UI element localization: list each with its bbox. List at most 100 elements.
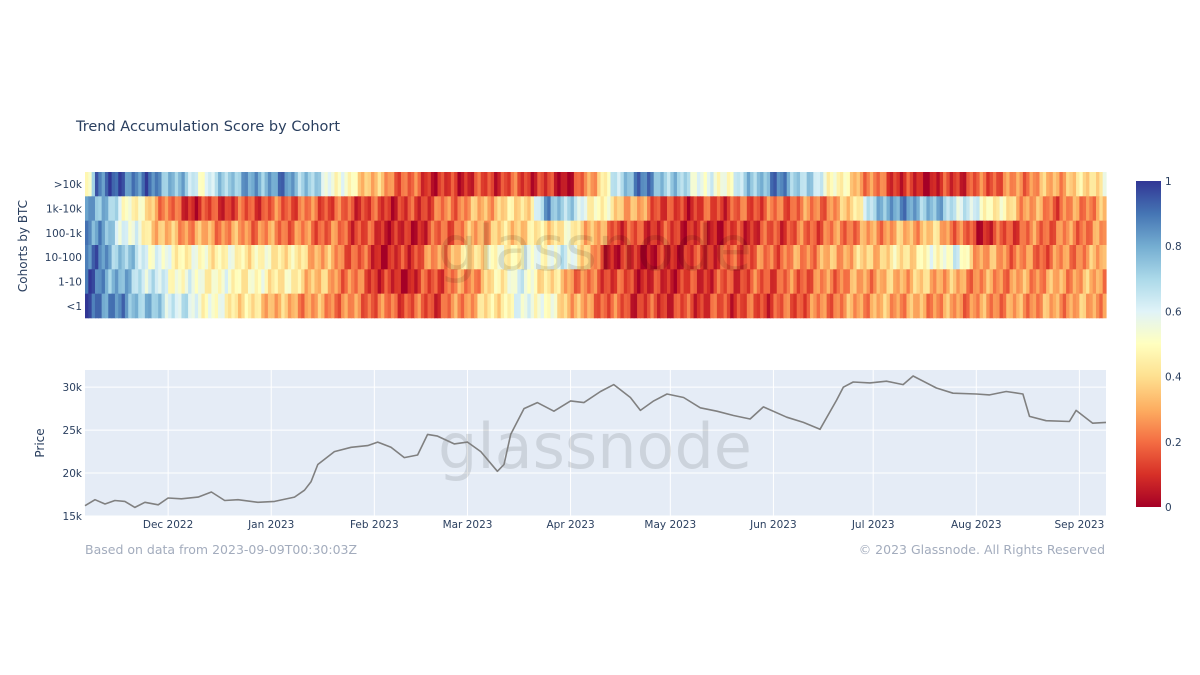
heatmap-cell [304, 293, 309, 319]
heatmap-cell [1086, 269, 1090, 294]
heatmap-cell [620, 293, 625, 319]
heatmap-cell [88, 172, 93, 197]
heatmap-cell [281, 245, 286, 270]
heatmap-cell [633, 293, 638, 319]
heatmap-cell [397, 196, 402, 221]
heatmap-cell [753, 220, 758, 246]
heatmap-cell [657, 172, 661, 197]
heatmap-cell [134, 196, 139, 221]
heatmap-cell [390, 245, 395, 270]
heatmap-cell [520, 196, 525, 221]
heatmap-cell [680, 269, 685, 294]
heatmap-cell [224, 245, 229, 270]
heatmap-cell [933, 269, 937, 294]
heatmap-cell [690, 245, 695, 270]
heatmap-cell [427, 245, 432, 270]
heatmap-cell [823, 269, 828, 294]
heatmap-cell [447, 269, 452, 294]
heatmap-cell [121, 172, 126, 197]
heatmap-cell [228, 245, 232, 270]
heatmap-cell [859, 196, 864, 221]
heatmap-cell [194, 293, 199, 319]
heatmap-cell [939, 269, 944, 294]
heatmap-cell [1066, 293, 1071, 319]
heatmap-cell [414, 245, 419, 270]
heatmap-cell [919, 245, 924, 270]
heatmap-cell [520, 269, 525, 294]
heatmap-cell [853, 196, 858, 221]
heatmap-cell [992, 293, 997, 319]
heatmap-cell [218, 293, 222, 319]
heatmap-cell [703, 293, 708, 319]
heatmap-cell [943, 245, 947, 270]
heatmap-cell [114, 269, 119, 294]
price-x-tick-label: Jun 2023 [749, 519, 796, 531]
heatmap-cell [806, 245, 811, 270]
heatmap-cell [720, 220, 725, 246]
heatmap-cell [317, 269, 322, 294]
heatmap-cell [593, 220, 598, 246]
heatmap-cell [863, 220, 868, 246]
heatmap-cell [497, 196, 502, 221]
heatmap-cell [1092, 172, 1097, 197]
heatmap-cell [194, 172, 199, 197]
heatmap-cell [706, 172, 711, 197]
heatmap-cell [331, 245, 336, 270]
heatmap-cell [853, 269, 858, 294]
heatmap-cell [713, 245, 718, 270]
heatmap-cell [1069, 172, 1074, 197]
heatmap-cell [540, 220, 545, 246]
heatmap-cell [98, 293, 103, 319]
heatmap-cell [1016, 196, 1021, 221]
heatmap-cell [909, 220, 914, 246]
colorbar: 00.20.40.60.81 [1136, 176, 1182, 514]
heatmap-cell [477, 293, 482, 319]
heatmap-cell [264, 269, 269, 294]
heatmap-cell [603, 269, 608, 294]
heatmap-cell [746, 220, 751, 246]
heatmap-cell [231, 172, 236, 197]
heatmap-cell [191, 293, 196, 319]
heatmap-cell [783, 293, 788, 319]
heatmap-cell [460, 196, 465, 221]
heatmap-cell [267, 172, 272, 197]
heatmap-cell [427, 220, 432, 246]
heatmap-cell [361, 220, 365, 246]
heatmap-cell [311, 245, 316, 270]
heatmap-cell [849, 293, 854, 319]
heatmap-cell [903, 293, 908, 319]
heatmap-cell [793, 220, 798, 246]
heatmap-cell [906, 269, 911, 294]
heatmap-cell [730, 220, 735, 246]
heatmap-cell [314, 293, 319, 319]
price-line [84, 375, 1107, 509]
heatmap-cell [949, 220, 954, 246]
heatmap-cell [979, 220, 984, 246]
heatmap-cell [151, 220, 156, 246]
heatmap-cell [743, 269, 748, 294]
heatmap-cell [580, 196, 585, 221]
heatmap-cell [480, 220, 485, 246]
heatmap-cell [863, 269, 868, 294]
heatmap-cell [394, 196, 399, 221]
heatmap-cell [603, 196, 608, 221]
heatmap-cell [853, 245, 858, 270]
heatmap-cell [760, 172, 765, 197]
heatmap-cell [178, 269, 183, 294]
heatmap-cell [733, 245, 738, 270]
heatmap-cell [627, 245, 632, 270]
heatmap-cell [750, 196, 755, 221]
heatmap-cell [553, 220, 558, 246]
heatmap-cell [148, 245, 153, 270]
heatmap-cell [267, 245, 272, 270]
heatmap-cell [597, 196, 602, 221]
heatmap-cell [823, 245, 828, 270]
heatmap-cell [247, 293, 252, 319]
heatmap-cell [128, 269, 133, 294]
heatmap-cell [101, 245, 106, 270]
heatmap-cell [517, 220, 522, 246]
heatmap-cell [384, 269, 389, 294]
heatmap-cell [796, 220, 801, 246]
heatmap-cell [327, 269, 332, 294]
heatmap-cell [563, 220, 568, 246]
